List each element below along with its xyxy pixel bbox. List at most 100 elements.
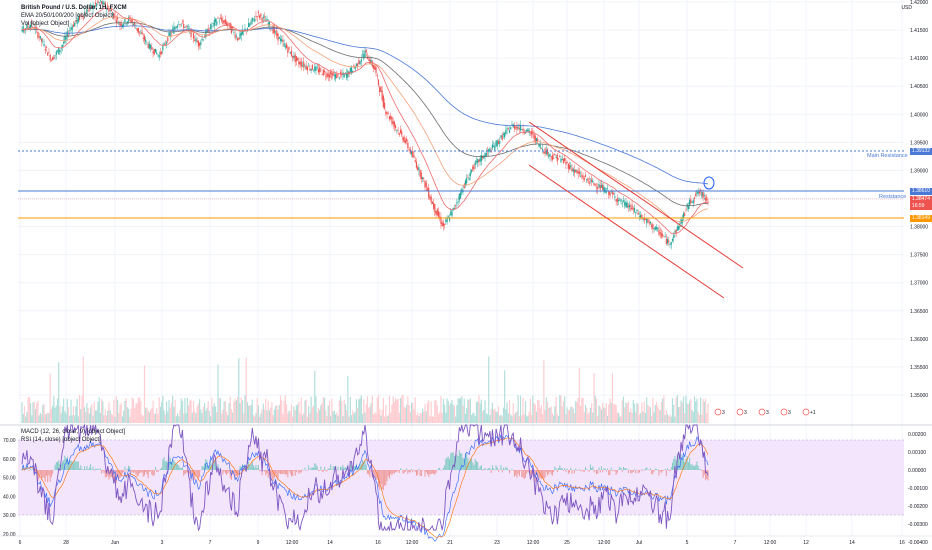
volume-bar xyxy=(78,395,81,423)
macd-histogram-bar xyxy=(619,466,621,470)
candle-body xyxy=(315,66,317,72)
candle-body xyxy=(151,47,153,50)
event-marker[interactable] xyxy=(736,408,744,416)
macd-histogram-bar xyxy=(506,467,508,470)
candle-body xyxy=(102,1,104,4)
candle-body xyxy=(126,21,128,24)
macd-histogram-bar xyxy=(177,464,179,470)
event-marker[interactable] xyxy=(780,408,788,416)
candle-body xyxy=(663,236,665,238)
macd-histogram-bar xyxy=(181,467,183,470)
time-axis[interactable]: 6 28 Jun 3 7 9 12:00 14 16 12:00 21 23 12:00 25 12:00 J… xyxy=(19,540,905,546)
candle-body xyxy=(668,240,670,242)
candle-body xyxy=(464,180,467,185)
volume-bar xyxy=(621,400,623,423)
volume-bar xyxy=(696,398,698,423)
macd-histogram-bar xyxy=(439,467,441,470)
volume-bar xyxy=(365,403,367,423)
macd-histogram-bar xyxy=(234,470,236,480)
candle-body xyxy=(335,74,337,79)
macd-histogram-bar xyxy=(468,461,470,470)
candle-body xyxy=(706,196,708,201)
volume-bar xyxy=(136,403,138,423)
macd-histogram-bar xyxy=(638,470,640,473)
candle-body xyxy=(386,112,388,115)
macd-histogram-bar xyxy=(172,459,174,470)
candle-body xyxy=(249,23,251,27)
candle-body xyxy=(564,158,566,161)
macd-histogram-bar xyxy=(703,470,705,475)
candle-body xyxy=(687,205,689,209)
volume-bar xyxy=(346,410,348,423)
rsi-legend[interactable]: RSI (14, close) [object Object] xyxy=(21,437,101,443)
candle-body xyxy=(436,208,438,216)
volume-bar xyxy=(484,400,486,423)
volume-bar xyxy=(169,407,171,423)
volume-bar xyxy=(210,416,212,423)
event-markers[interactable]: 3 3 3 3 +1 xyxy=(714,408,816,416)
event-marker[interactable] xyxy=(802,408,810,416)
macd-histogram-bar xyxy=(159,468,161,470)
volume-bar xyxy=(597,416,599,423)
volume-bar xyxy=(512,403,514,423)
volume-bar xyxy=(602,402,604,423)
macd-histogram-bar xyxy=(319,470,321,471)
event-marker[interactable] xyxy=(714,408,722,416)
volume-bar xyxy=(49,373,51,423)
macd-histogram-bar xyxy=(407,470,409,474)
macd-histogram-bar xyxy=(526,470,528,474)
macd-histogram-bar xyxy=(445,458,447,470)
candle-body xyxy=(573,169,576,173)
candle-body xyxy=(27,26,29,27)
volume-legend[interactable]: Vol [object Object] xyxy=(21,21,70,27)
macd-histogram-bar xyxy=(578,469,580,470)
candle-body xyxy=(531,131,533,135)
volume-bar xyxy=(685,395,687,423)
candle-body xyxy=(88,8,90,9)
candle-body xyxy=(538,144,540,147)
volume-bar xyxy=(425,411,427,423)
macd-histogram-bar xyxy=(358,465,360,470)
candle-body xyxy=(244,28,246,31)
volume-bar xyxy=(673,404,675,423)
symbol-legend[interactable]: British Pound / U.S. Dollar, 1H, FXCM EM… xyxy=(21,4,127,28)
candle-body xyxy=(586,179,588,180)
event-marker[interactable] xyxy=(758,408,766,416)
volume-bar xyxy=(115,396,117,423)
macd-histogram-bar xyxy=(107,470,109,476)
candle-body xyxy=(278,37,280,39)
candle-body xyxy=(268,22,271,26)
macd-histogram-bar xyxy=(155,467,157,470)
macd-histogram-bar xyxy=(482,470,484,471)
macd-histogram-bar xyxy=(449,459,451,470)
rsi-tick-label: 40.00 xyxy=(3,494,16,500)
indicator-legend[interactable]: MACD (12, 26, close, 9) [object Object] … xyxy=(21,428,125,444)
candle-body xyxy=(434,204,436,213)
current-price-tag: 1.38474 16:59 xyxy=(909,196,932,210)
candle-body xyxy=(50,59,52,61)
volume-bar xyxy=(153,414,155,423)
macd-histogram-bar xyxy=(313,467,315,470)
macd-legend[interactable]: MACD (12, 26, close, 9) [object Object] xyxy=(21,429,126,435)
volume-bar xyxy=(341,401,343,423)
volume-bar xyxy=(201,413,203,423)
candle-body xyxy=(363,54,365,60)
volume-bar xyxy=(29,403,32,423)
volume-bar xyxy=(151,408,153,423)
volume-bar xyxy=(239,403,241,423)
channel-lower-line[interactable] xyxy=(528,164,725,299)
candle-body xyxy=(565,162,567,165)
candle-body xyxy=(659,232,661,234)
volume-bar xyxy=(415,415,418,423)
volume-bar xyxy=(60,413,62,423)
channel-upper-line[interactable] xyxy=(528,121,744,269)
macd-histogram-bar xyxy=(264,470,266,472)
ema-legend[interactable]: EMA 20/50/100/200 [object Object] xyxy=(21,13,114,19)
target-circle[interactable] xyxy=(703,176,715,190)
macd-histogram-bar xyxy=(532,470,534,475)
macd-histogram-bar xyxy=(75,461,77,470)
candle-body xyxy=(445,219,447,222)
macd-histogram-bar xyxy=(185,470,187,473)
candle-body xyxy=(252,18,255,20)
